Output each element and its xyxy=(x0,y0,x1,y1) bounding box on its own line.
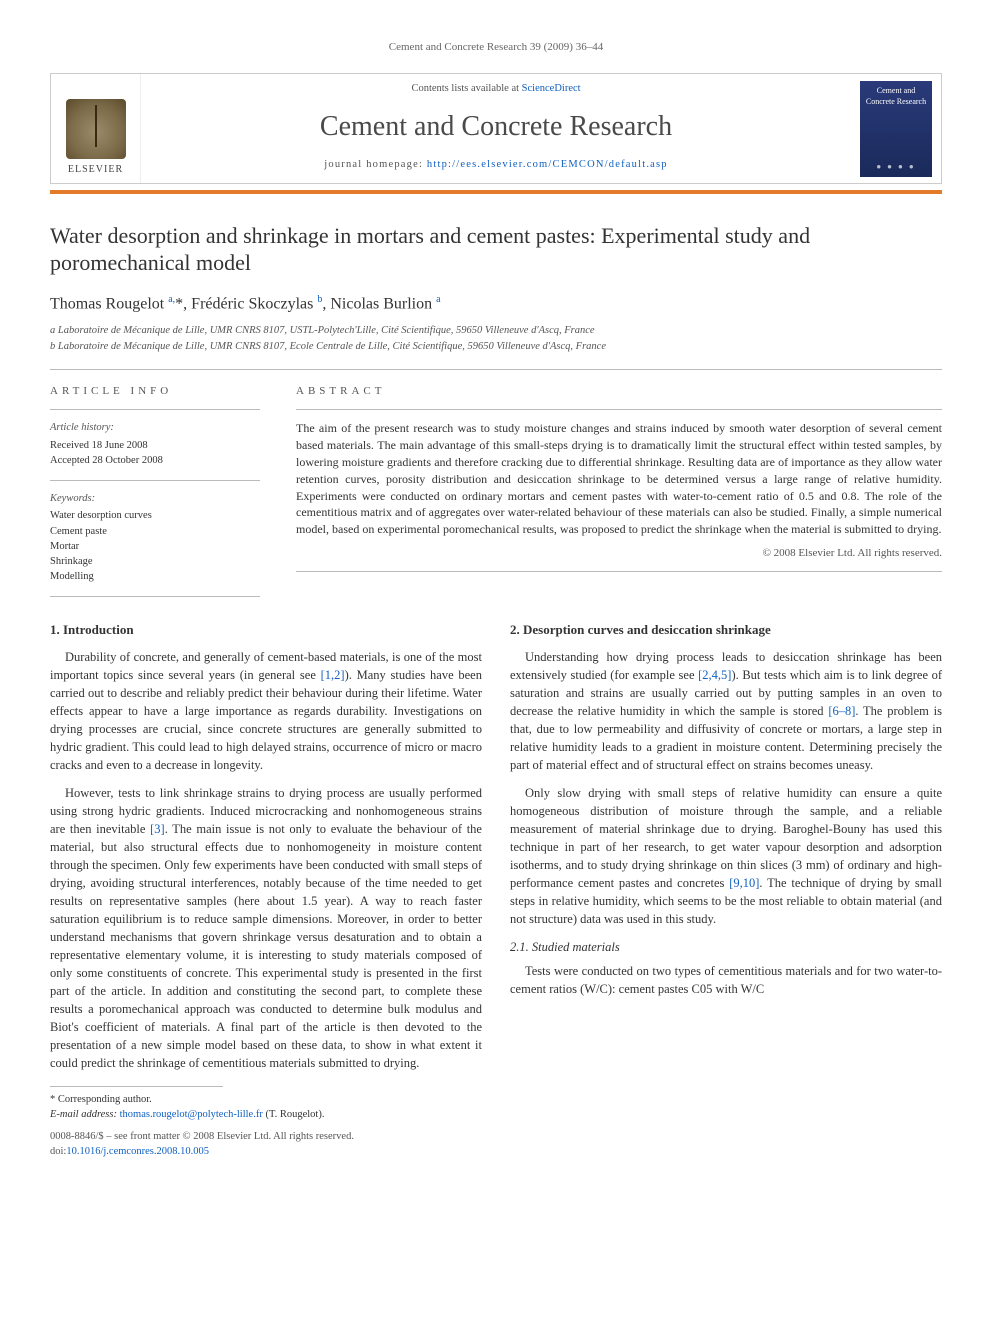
section-1-heading: 1. Introduction xyxy=(50,621,482,640)
section-2-para-2: Only slow drying with small steps of rel… xyxy=(510,784,942,928)
keyword-4: Shrinkage xyxy=(50,554,260,569)
sciencedirect-link[interactable]: ScienceDirect xyxy=(522,83,581,94)
author-email-link[interactable]: thomas.rougelot@polytech-lille.fr xyxy=(120,1109,263,1120)
corresponding-author-note: * Corresponding author. xyxy=(50,1093,482,1108)
keywords-heading: Keywords: xyxy=(50,491,260,506)
affiliations: a Laboratoire de Mécanique de Lille, UMR… xyxy=(50,324,942,355)
article-info-label: ARTICLE INFO xyxy=(50,384,260,399)
section-1-para-1: Durability of concrete, and generally of… xyxy=(50,648,482,774)
cover-thumbnail-block: Cement and Concrete Research ● ● ● ● xyxy=(851,74,941,183)
accent-bar xyxy=(50,190,942,194)
article-history: Article history: Received 18 June 2008 A… xyxy=(50,420,260,468)
article-info-column: ARTICLE INFO Article history: Received 1… xyxy=(50,384,260,596)
email-who: (T. Rougelot). xyxy=(263,1109,325,1120)
journal-title: Cement and Concrete Research xyxy=(151,107,841,146)
citation[interactable]: [9,10] xyxy=(729,876,759,890)
email-line: E-mail address: thomas.rougelot@polytech… xyxy=(50,1108,482,1123)
abstract-label: ABSTRACT xyxy=(296,384,942,399)
divider xyxy=(50,369,942,370)
keyword-2: Cement paste xyxy=(50,524,260,539)
author-list: Thomas Rougelot a,*, Frédéric Skoczylas … xyxy=(50,293,942,316)
cover-label: Cement and Concrete Research xyxy=(864,85,928,107)
body-columns: 1. Introduction Durability of concrete, … xyxy=(50,621,942,1158)
elsevier-tree-icon xyxy=(66,99,126,159)
publisher-logo-block: ELSEVIER xyxy=(51,74,141,183)
journal-homepage-link[interactable]: http://ees.elsevier.com/CEMCON/default.a… xyxy=(427,159,668,170)
journal-masthead: ELSEVIER Contents lists available at Sci… xyxy=(50,73,942,184)
article-title: Water desorption and shrinkage in mortar… xyxy=(50,222,942,277)
abstract-text: The aim of the present research was to s… xyxy=(296,420,942,538)
front-matter-row: 0008-8846/$ – see front matter © 2008 El… xyxy=(50,1129,482,1159)
doi-link[interactable]: 10.1016/j.cemconres.2008.10.005 xyxy=(66,1146,209,1157)
front-matter-line: 0008-8846/$ – see front matter © 2008 El… xyxy=(50,1129,354,1144)
contents-prefix: Contents lists available at xyxy=(411,83,521,94)
history-heading: Article history: xyxy=(50,420,260,435)
history-accepted: Accepted 28 October 2008 xyxy=(50,453,260,468)
publisher-word: ELSEVIER xyxy=(68,163,123,177)
keyword-3: Mortar xyxy=(50,539,260,554)
email-label: E-mail address: xyxy=(50,1109,120,1120)
homepage-prefix: journal homepage: xyxy=(324,159,427,170)
footnote-divider xyxy=(50,1086,223,1087)
keywords-block: Keywords: Water desorption curvesCement … xyxy=(50,491,260,584)
citation[interactable]: [2,4,5] xyxy=(698,668,731,682)
citation[interactable]: [6–8] xyxy=(828,704,855,718)
journal-cover-thumb: Cement and Concrete Research ● ● ● ● xyxy=(860,81,932,177)
section-2-heading: 2. Desorption curves and desiccation shr… xyxy=(510,621,942,640)
doi-line: doi:10.1016/j.cemconres.2008.10.005 xyxy=(50,1144,354,1159)
citation[interactable]: [3] xyxy=(150,822,165,836)
doi-label: doi: xyxy=(50,1146,66,1157)
journal-homepage-line: journal homepage: http://ees.elsevier.co… xyxy=(151,158,841,173)
footnotes: * Corresponding author. E-mail address: … xyxy=(50,1093,482,1122)
history-received: Received 18 June 2008 xyxy=(50,438,260,453)
section-2-1-para-1: Tests were conducted on two types of cem… xyxy=(510,962,942,998)
section-2-para-1: Understanding how drying process leads t… xyxy=(510,648,942,774)
cover-decoration-icon: ● ● ● ● xyxy=(864,161,928,172)
keyword-1: Water desorption curves xyxy=(50,508,260,523)
keyword-5: Modelling xyxy=(50,569,260,584)
section-2-1-heading: 2.1. Studied materials xyxy=(510,938,942,956)
abstract-column: ABSTRACT The aim of the present research… xyxy=(296,384,942,596)
citation[interactable]: [1,2] xyxy=(321,668,345,682)
affiliation-2: b Laboratoire de Mécanique de Lille, UMR… xyxy=(50,340,942,355)
running-header: Cement and Concrete Research 39 (2009) 3… xyxy=(50,40,942,55)
contents-available-line: Contents lists available at ScienceDirec… xyxy=(151,82,841,97)
affiliation-1: a Laboratoire de Mécanique de Lille, UMR… xyxy=(50,324,942,339)
section-1-para-2: However, tests to link shrinkage strains… xyxy=(50,784,482,1072)
abstract-copyright: © 2008 Elsevier Ltd. All rights reserved… xyxy=(296,546,942,561)
